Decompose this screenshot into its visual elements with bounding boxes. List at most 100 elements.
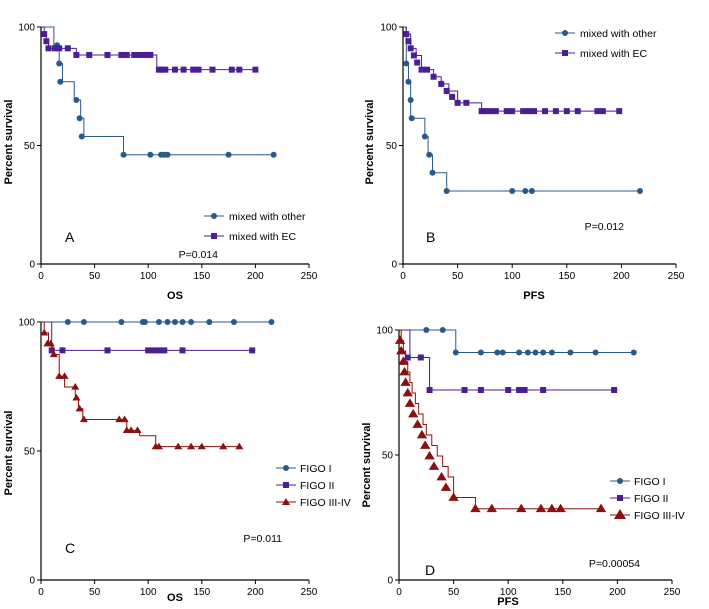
panel-c-figo-ii-marker <box>150 347 157 354</box>
legend-mixed-with-other-label: mixed with other <box>580 28 657 40</box>
panel-b-mixed-with-other-marker <box>636 188 643 195</box>
panel-b-mixed-with-ec-marker <box>503 108 510 115</box>
panel-b-p-value: P=0.012 <box>585 221 625 233</box>
panel-d-figo-i-marker <box>439 327 446 333</box>
panel-a-y-tick-label: 100 <box>18 23 35 34</box>
panel-b-mixed-with-ec-marker <box>525 108 532 115</box>
panel-d-figo-i-marker <box>592 349 599 356</box>
panel-a-mixed-with-ec-marker <box>209 66 216 73</box>
legend-mixed-with-other-marker <box>562 30 568 36</box>
panel-c-figo-iii-iv-marker <box>49 350 58 358</box>
panel-c-figo-i-marker <box>118 319 125 325</box>
panel-a-x-tick-label: 50 <box>89 271 101 282</box>
panel-a-mixed-with-ec-marker <box>131 51 138 58</box>
panel-b-mixed-with-ec-marker <box>520 108 527 115</box>
legend-figo-iii-iv-marker <box>282 498 290 505</box>
panel-c-figo-i-marker <box>206 319 213 325</box>
panel-a-mixed-with-other-curve <box>41 26 274 156</box>
panel-d-figo-iii-iv-marker <box>535 503 547 513</box>
panel-d-letter: D <box>425 562 435 578</box>
panel-a-mixed-with-ec-marker <box>118 51 125 58</box>
panel-b-mixed-with-ec-marker <box>487 108 494 115</box>
legend-mixed-with-ec-label: mixed with EC <box>229 231 297 243</box>
panel-d-figo-ii-marker <box>516 387 523 393</box>
panel-d-figo-iii-iv-marker <box>412 419 423 428</box>
panel-d-figo-i-marker <box>524 349 531 356</box>
panel-a-mixed-with-other-marker <box>164 151 171 158</box>
panel-a-mixed-with-ec-marker <box>73 51 80 58</box>
panel-c-figo-ii-marker <box>59 347 66 354</box>
panel-a-x-tick-label: 100 <box>140 271 157 282</box>
legend-figo-i-label: FIGO I <box>300 463 332 475</box>
legend-figo-i-label: FIGO I <box>634 476 666 488</box>
panel-a-mixed-with-ec-marker <box>162 66 169 73</box>
panel-d-x-tick-label: 0 <box>396 587 402 598</box>
panel-a-mixed-with-ec-marker <box>180 66 187 73</box>
panel-b-mixed-with-ec-marker <box>599 108 606 115</box>
panel-a: Percent survival OS A P=0.014 mixed with… <box>3 23 318 303</box>
panel-b-mixed-with-ec-marker <box>418 66 425 73</box>
panel-a-mixed-with-ec-marker <box>172 66 178 73</box>
panel-c-figo-i-marker <box>179 319 186 325</box>
panel-d-figo-i-marker <box>452 349 459 356</box>
panel-a-mixed-with-ec-marker <box>41 31 48 38</box>
panel-b-mixed-with-ec-marker <box>407 45 414 52</box>
panel-d-figo-i-curve <box>399 329 634 353</box>
panel-d-figo-iii-iv-curve <box>399 329 602 510</box>
panel-a-mixed-with-ec-marker <box>195 66 202 73</box>
panel-b-x-tick-label: 50 <box>452 271 464 282</box>
panel-a-x-tick-label: 250 <box>301 271 318 282</box>
panel-b-xlabel: PFS <box>523 290 544 302</box>
panel-b-mixed-with-ec-marker <box>454 99 461 106</box>
panel-a-mixed-with-other-marker <box>120 151 127 158</box>
panel-b-mixed-with-ec-marker <box>492 108 499 115</box>
panel-c-figo-ii-marker <box>155 347 162 354</box>
panel-b-mixed-with-ec-marker <box>403 31 410 38</box>
panel-a-mixed-with-ec-marker <box>155 66 162 73</box>
panel-b-mixed-with-ec-marker <box>594 108 601 115</box>
panel-c-y-tick-label: 50 <box>24 447 36 458</box>
panel-a-mixed-with-other-marker <box>78 133 85 140</box>
panel-c-figo-ii-marker <box>48 347 55 354</box>
panel-a-mixed-with-ec-marker <box>143 51 150 58</box>
panel-d-xlabel: PFS <box>497 596 518 608</box>
panel-c-figo-ii-marker <box>179 347 186 354</box>
panel-b-mixed-with-ec-marker <box>481 108 488 115</box>
panel-a-mixed-with-ec-marker <box>43 38 50 45</box>
panel-d-figo-iii-iv-marker <box>470 503 481 513</box>
panel-a-mixed-with-other-marker <box>57 78 64 85</box>
panel-c-x-tick-label: 100 <box>140 587 157 598</box>
panel-c-letter: C <box>65 540 75 556</box>
panel-b-mixed-with-other-marker <box>421 133 428 140</box>
panel-a-mixed-with-ec-marker <box>51 45 58 52</box>
panel-d-x-tick-label: 200 <box>609 587 626 598</box>
panel-c-figo-i-marker <box>141 319 148 325</box>
panel-b-mixed-with-ec-marker <box>438 80 445 87</box>
legend-figo-i-marker <box>283 465 289 471</box>
legend-figo-iii-iv-label: FIGO III-IV <box>634 510 685 522</box>
legend-figo-iii-iv-label: FIGO III-IV <box>300 497 351 509</box>
panel-c-figo-iii-iv-marker <box>127 426 136 434</box>
panel-b-mixed-with-other-marker <box>509 188 516 195</box>
legend-figo-ii-label: FIGO II <box>634 493 668 505</box>
panel-c-figo-ii-marker <box>145 347 152 354</box>
panel-d-legend: FIGO I FIGO II FIGO III-IV <box>610 476 685 522</box>
panel-d-figo-i-marker <box>423 327 430 333</box>
panel-c: Percent survival OS C P=0.011 FIGO I FIG… <box>3 318 351 605</box>
panel-c-figo-ii-curve <box>41 321 256 351</box>
panel-a-mixed-with-ec-marker <box>228 66 235 73</box>
panel-c-figo-i-marker <box>230 319 237 325</box>
panel-b-mixed-with-ec-marker <box>541 108 548 115</box>
legend-mixed-with-ec-marker <box>562 50 568 56</box>
panel-d-ylabel: Percent survival <box>361 423 373 508</box>
panel-b-y-tick-label: 50 <box>386 141 398 152</box>
panel-c-figo-i-marker <box>164 319 171 325</box>
panel-c-figo-iii-iv-marker <box>174 442 183 450</box>
legend-figo-iii-iv-marker <box>614 509 626 519</box>
panel-b-mixed-with-ec-marker <box>616 108 623 115</box>
panel-c-figo-i-marker <box>80 319 87 325</box>
panel-b-mixed-with-ec-marker <box>574 108 581 115</box>
panel-c-figo-i-marker <box>188 319 195 325</box>
panel-a-mixed-with-ec-marker <box>252 66 259 73</box>
panel-c-figo-ii-marker <box>249 347 256 354</box>
